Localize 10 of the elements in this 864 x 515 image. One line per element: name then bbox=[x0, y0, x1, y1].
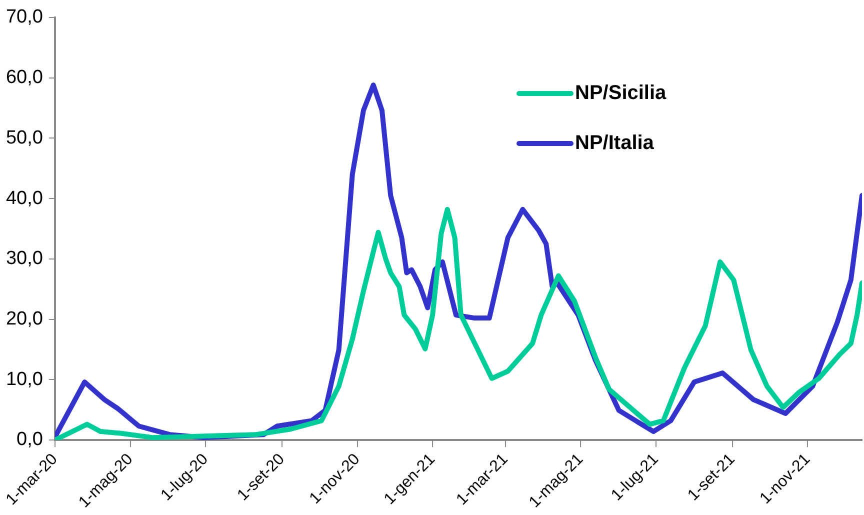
y-tick-label: 10,0 bbox=[6, 368, 43, 390]
y-tick-label: 0,0 bbox=[16, 429, 43, 450]
y-tick-label: 60,0 bbox=[6, 67, 43, 88]
legend-label: NP/Sicilia bbox=[575, 82, 668, 104]
y-tick-label: 50,0 bbox=[6, 127, 43, 148]
legend-label: NP/Italia bbox=[575, 132, 655, 154]
y-tick-label: 30,0 bbox=[6, 248, 43, 270]
y-tick-label: 70,0 bbox=[6, 6, 43, 28]
y-tick-label: 20,0 bbox=[6, 308, 43, 330]
y-tick-label: 40,0 bbox=[6, 188, 43, 209]
